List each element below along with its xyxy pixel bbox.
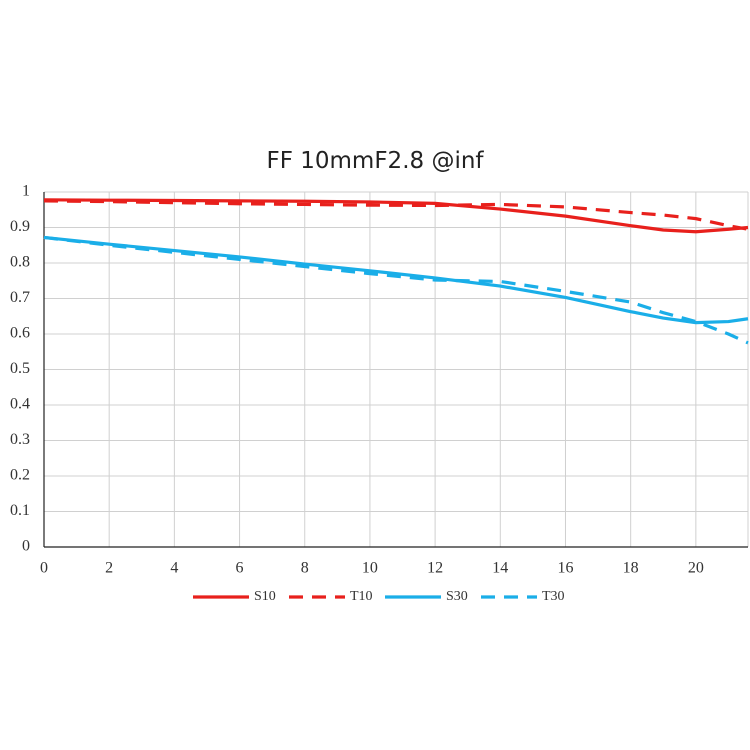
x-tick-label: 0 [40,560,48,577]
y-tick-label: 0.5 [10,360,30,377]
y-tick-label: 0.9 [10,218,30,235]
series-line [43,235,749,345]
legend-label: S30 [446,589,468,604]
y-tick-label: 0.6 [10,325,30,342]
y-tick-label: 0.1 [10,502,30,519]
series-line [43,199,749,231]
y-tick-label: 0 [22,538,30,555]
x-tick-label: 12 [427,560,443,577]
legend-label: T10 [350,589,373,604]
x-tick-label: 2 [105,560,113,577]
y-tick-label: 0.8 [10,254,30,271]
legend-label: S10 [254,589,276,604]
y-tick-label: 1 [22,183,30,200]
x-tick-label: 20 [688,560,704,577]
y-tick-label: 0.4 [10,396,30,413]
x-tick-label: 6 [236,560,244,577]
x-tick-label: 8 [301,560,309,577]
x-tick-label: 10 [362,560,378,577]
x-tick-label: 4 [170,560,178,577]
y-tick-label: 0.2 [10,467,30,484]
x-tick-label: 16 [557,560,573,577]
y-tick-label: 0.7 [10,289,30,306]
y-tick-label: 0.3 [10,431,30,448]
legend-label: T30 [542,589,565,604]
series-line [43,235,749,325]
x-tick-label: 18 [623,560,639,577]
chart-title: FF 10mmF2.8 @inf [266,148,484,174]
x-tick-label: 14 [492,560,508,577]
